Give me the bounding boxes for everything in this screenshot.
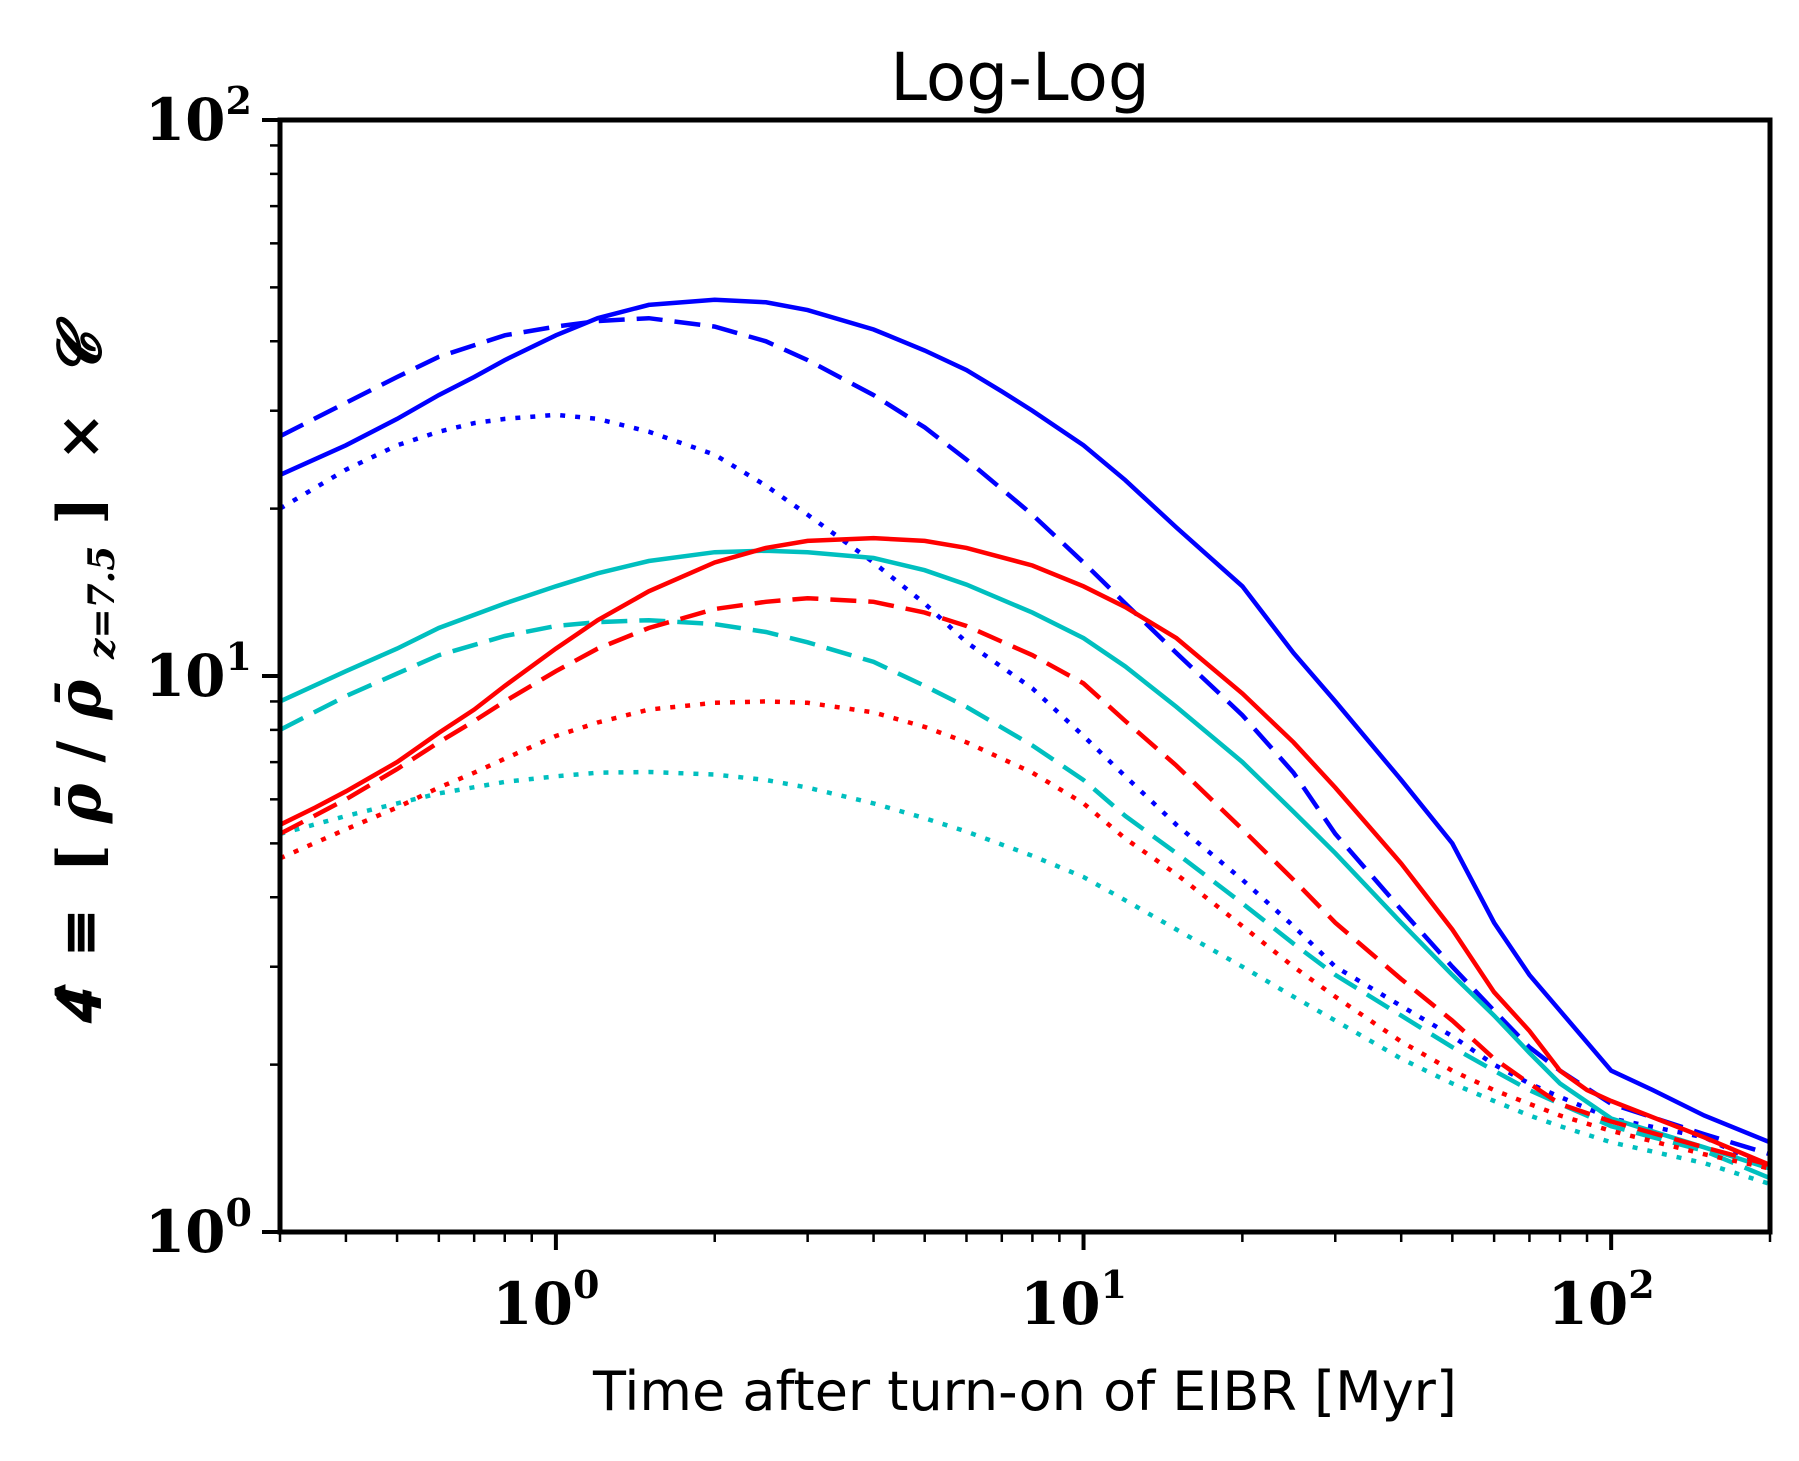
- x-tick-label: 100: [492, 1262, 599, 1338]
- y-tick-label: 101: [145, 634, 252, 710]
- x-axis-tick-labels: 100 101 102: [492, 1262, 1654, 1338]
- series-line-ff0000-dotted: [279, 699, 1771, 1171]
- svg-text:𝟒̂ ≡ [: 𝟒̂ ≡ [ ρ̄ / ρ̄ z=7.5 ] × 𝓒: [45, 315, 129, 1026]
- ylabel-open-bracket: [: [45, 844, 115, 872]
- ylabel-equiv: ≡: [45, 908, 115, 958]
- series-line-00bfbf-dashed: [278, 617, 1771, 1181]
- series-line-ff0000-dashed: [278, 595, 1771, 1168]
- ylabel-numerator: ρ̄: [45, 782, 115, 824]
- y-axis-label: 𝟒̂ ≡ [ ρ̄ / ρ̄ z=7.5 ] × 𝓒: [45, 315, 129, 1026]
- series-line-ff0000-solid: [279, 535, 1771, 1168]
- ylabel-close-bracket: ]: [45, 496, 115, 524]
- chart-title: Log-Log: [890, 39, 1150, 116]
- x-tick-label: 102: [1548, 1262, 1655, 1338]
- ylabel-denominator: ρ̄: [45, 679, 115, 721]
- ylabel-lhs: 𝟒̂: [45, 984, 115, 1026]
- series-line-00bfbf-dotted: [279, 769, 1771, 1187]
- x-axis-label: Time after turn-on of EIBR [Myr]: [592, 1360, 1457, 1423]
- y-tick-label: 102: [145, 78, 252, 154]
- plot-area: [278, 297, 1771, 1187]
- series-line-0000ff-solid: [279, 297, 1771, 1145]
- y-axis-tick-labels: 100 101 102: [145, 78, 252, 1266]
- ylabel-slash: /: [45, 741, 115, 763]
- plot-frame: [277, 117, 1773, 1235]
- y-tick-label: 100: [145, 1190, 252, 1266]
- series-line-00bfbf-solid: [279, 548, 1771, 1171]
- ylabel-subscript: z=7.5: [81, 546, 123, 660]
- ylabel-times: ×: [45, 411, 115, 461]
- series-line-0000ff-dashed: [278, 315, 1771, 1157]
- x-tick-label: 101: [1020, 1262, 1127, 1338]
